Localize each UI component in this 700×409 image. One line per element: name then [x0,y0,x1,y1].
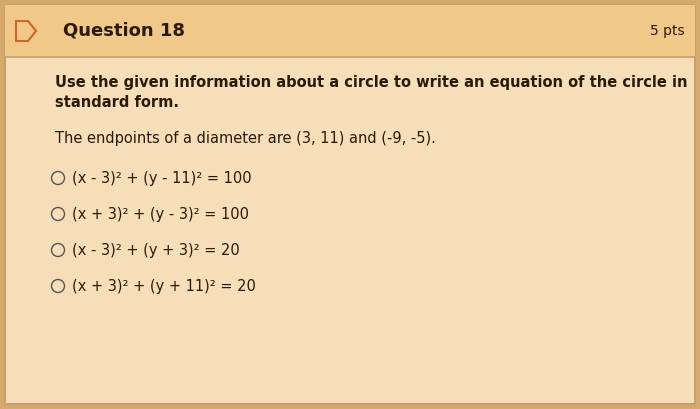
Text: The endpoints of a diameter are (3, 11) and (-9, -5).: The endpoints of a diameter are (3, 11) … [55,131,436,146]
Text: (x + 3)² + (y - 3)² = 100: (x + 3)² + (y - 3)² = 100 [72,207,249,222]
Text: (x - 3)² + (y + 3)² = 20: (x - 3)² + (y + 3)² = 20 [72,243,239,258]
FancyBboxPatch shape [5,5,695,57]
Text: (x - 3)² + (y - 11)² = 100: (x - 3)² + (y - 11)² = 100 [72,171,251,186]
Text: Use the given information about a circle to write an equation of the circle in: Use the given information about a circle… [55,75,687,90]
Text: (x + 3)² + (y + 11)² = 20: (x + 3)² + (y + 11)² = 20 [72,279,256,294]
Text: standard form.: standard form. [55,95,179,110]
Text: Question 18: Question 18 [63,22,185,40]
FancyBboxPatch shape [5,5,695,404]
Text: 5 pts: 5 pts [650,24,685,38]
